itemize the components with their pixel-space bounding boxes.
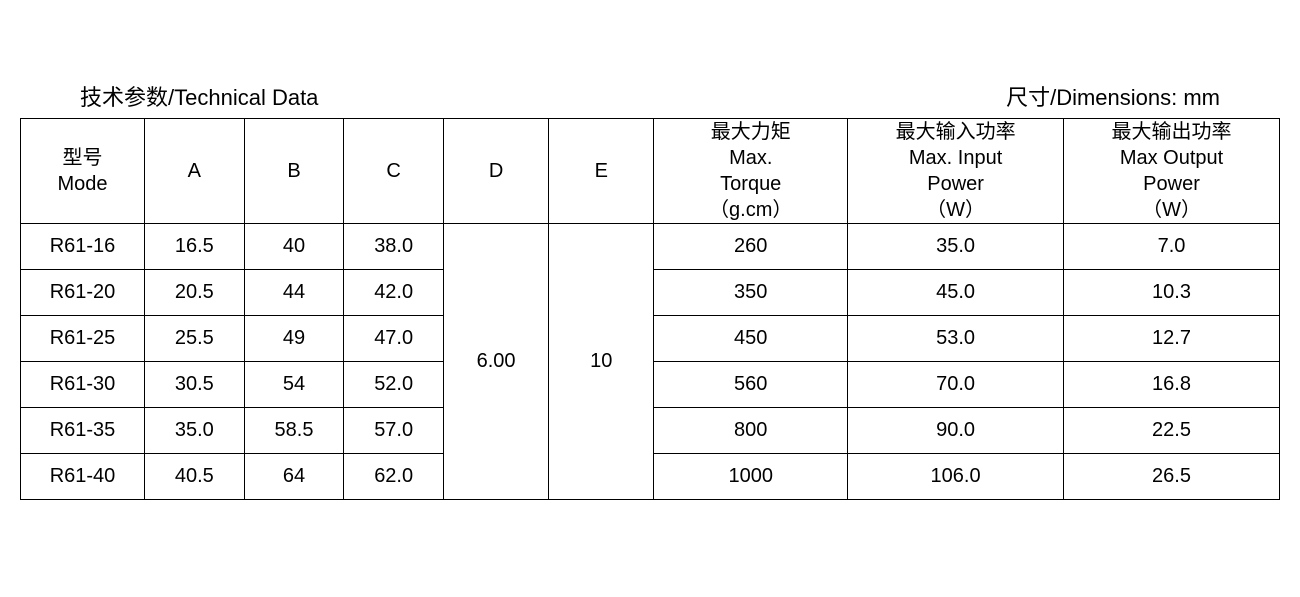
header-mode: 型号Mode	[21, 119, 145, 224]
cell-a: 35.0	[145, 408, 245, 454]
cell-c: 38.0	[344, 224, 444, 270]
header-b: B	[244, 119, 344, 224]
cell-b: 54	[244, 362, 344, 408]
cell-torque: 1000	[654, 454, 848, 500]
cell-input: 53.0	[848, 316, 1064, 362]
header-d: D	[443, 119, 548, 224]
cell-output: 22.5	[1064, 408, 1280, 454]
cell-b: 44	[244, 270, 344, 316]
cell-torque: 800	[654, 408, 848, 454]
cell-a: 25.5	[145, 316, 245, 362]
cell-input: 106.0	[848, 454, 1064, 500]
cell-input: 35.0	[848, 224, 1064, 270]
cell-b: 49	[244, 316, 344, 362]
cell-input: 70.0	[848, 362, 1064, 408]
header-e: E	[549, 119, 654, 224]
cell-c: 47.0	[344, 316, 444, 362]
cell-output: 7.0	[1064, 224, 1280, 270]
cell-torque: 260	[654, 224, 848, 270]
cell-torque: 560	[654, 362, 848, 408]
cell-b: 40	[244, 224, 344, 270]
title-row: 技术参数/Technical Data 尺寸/Dimensions: mm	[20, 80, 1280, 112]
cell-mode: R61-35	[21, 408, 145, 454]
cell-d-merged: 6.00	[443, 224, 548, 500]
cell-output: 26.5	[1064, 454, 1280, 500]
cell-input: 45.0	[848, 270, 1064, 316]
cell-torque: 350	[654, 270, 848, 316]
cell-a: 20.5	[145, 270, 245, 316]
header-input-power: 最大输入功率Max. InputPower（W）	[848, 119, 1064, 224]
technical-data-table: 型号Mode A B C D E 最大力矩Max.Torque（g.cm） 最大…	[20, 118, 1280, 500]
cell-output: 16.8	[1064, 362, 1280, 408]
table-body: R61-16 16.5 40 38.0 6.00 10 260 35.0 7.0…	[21, 224, 1280, 500]
title-right: 尺寸/Dimensions: mm	[1006, 80, 1276, 112]
cell-mode: R61-40	[21, 454, 145, 500]
cell-torque: 450	[654, 316, 848, 362]
cell-input: 90.0	[848, 408, 1064, 454]
cell-a: 16.5	[145, 224, 245, 270]
cell-c: 52.0	[344, 362, 444, 408]
cell-e-merged: 10	[549, 224, 654, 500]
cell-a: 30.5	[145, 362, 245, 408]
header-torque: 最大力矩Max.Torque（g.cm）	[654, 119, 848, 224]
cell-mode: R61-16	[21, 224, 145, 270]
cell-b: 64	[244, 454, 344, 500]
header-output-power: 最大输出功率Max OutputPower（W）	[1064, 119, 1280, 224]
cell-c: 57.0	[344, 408, 444, 454]
technical-data-container: 技术参数/Technical Data 尺寸/Dimensions: mm 型号…	[20, 80, 1280, 500]
cell-output: 12.7	[1064, 316, 1280, 362]
cell-b: 58.5	[244, 408, 344, 454]
cell-output: 10.3	[1064, 270, 1280, 316]
cell-c: 62.0	[344, 454, 444, 500]
cell-a: 40.5	[145, 454, 245, 500]
cell-c: 42.0	[344, 270, 444, 316]
table-header-row: 型号Mode A B C D E 最大力矩Max.Torque（g.cm） 最大…	[21, 119, 1280, 224]
cell-mode: R61-25	[21, 316, 145, 362]
title-left: 技术参数/Technical Data	[24, 80, 318, 112]
table-row: R61-16 16.5 40 38.0 6.00 10 260 35.0 7.0	[21, 224, 1280, 270]
header-c: C	[344, 119, 444, 224]
header-a: A	[145, 119, 245, 224]
cell-mode: R61-30	[21, 362, 145, 408]
cell-mode: R61-20	[21, 270, 145, 316]
